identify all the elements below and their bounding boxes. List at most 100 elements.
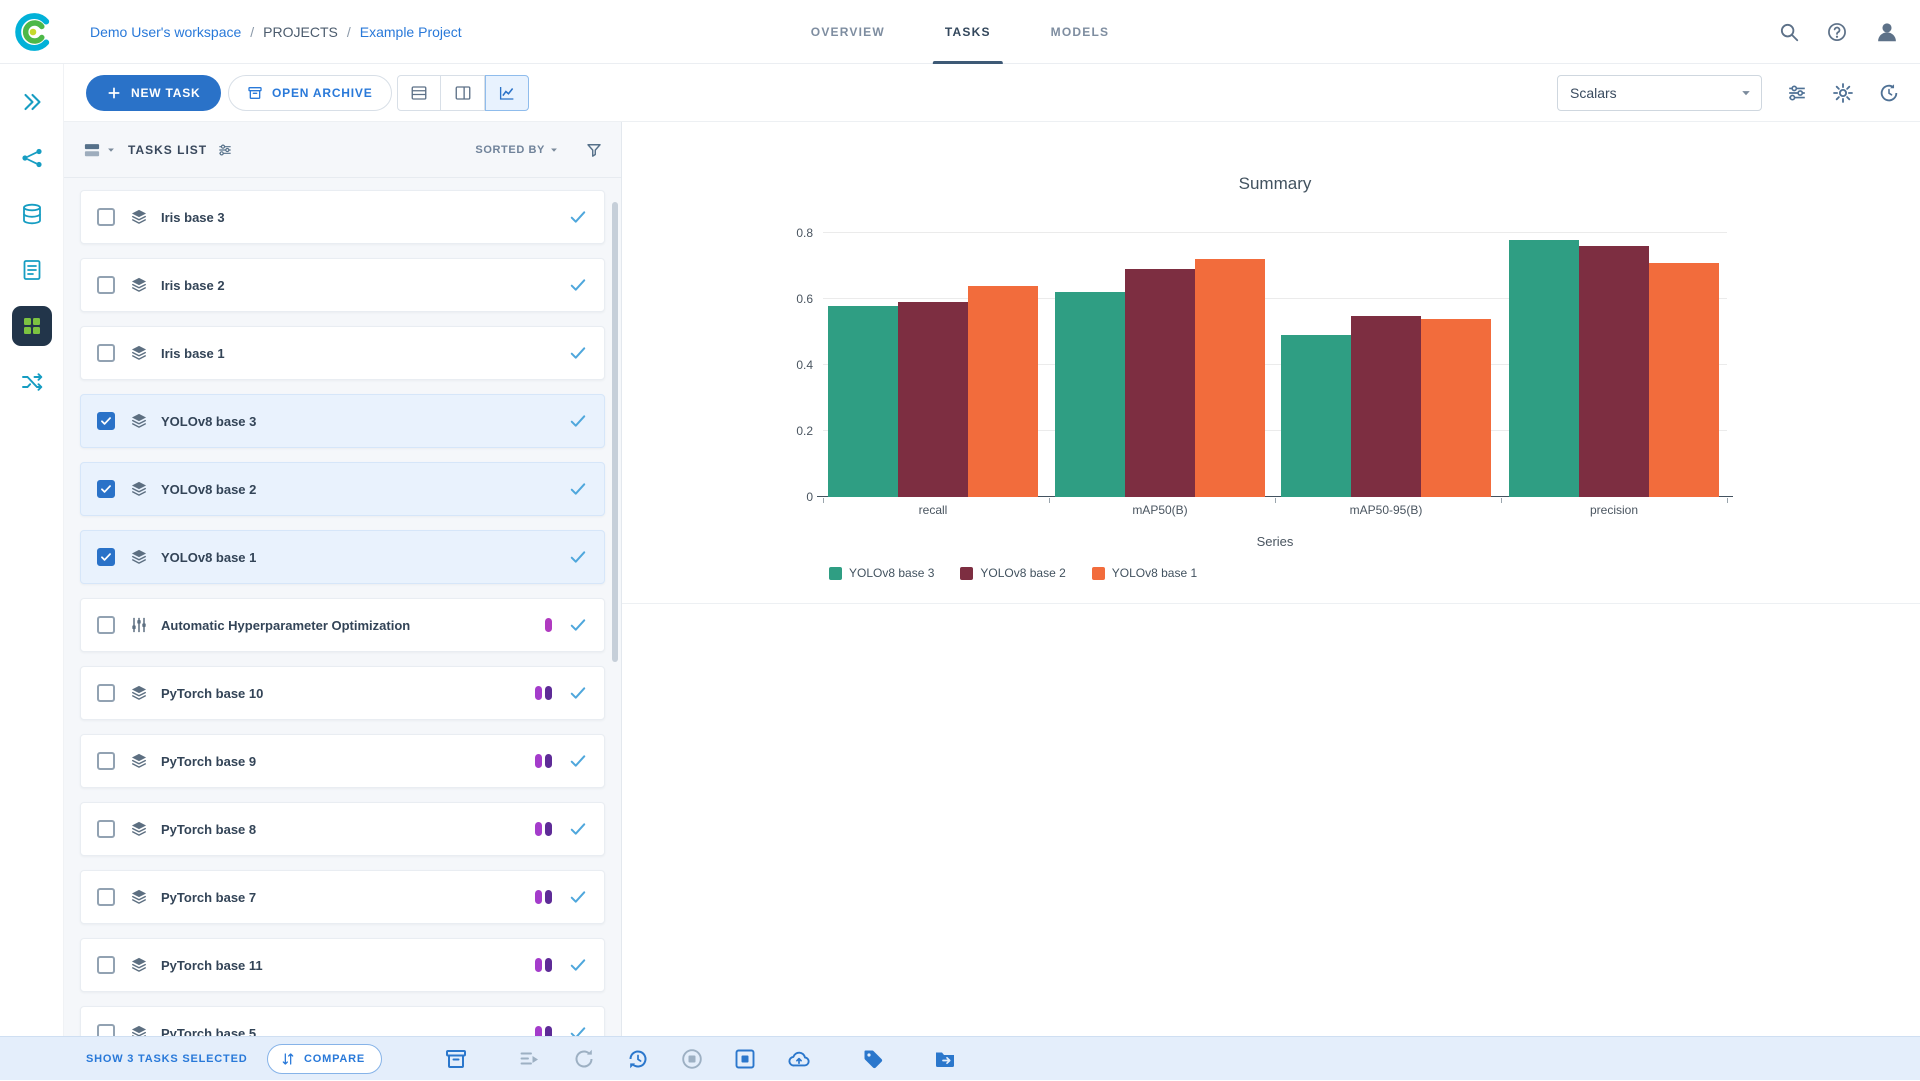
- chart-title: Summary: [1238, 174, 1312, 193]
- tag-dot: [535, 822, 542, 836]
- tab-models[interactable]: MODELS: [1050, 25, 1110, 39]
- task-checkbox[interactable]: [97, 616, 115, 634]
- auto-refresh-icon[interactable]: [1878, 82, 1900, 104]
- bar-yolov8-base-1-mAP50(B): [1195, 259, 1265, 497]
- open-archive-button[interactable]: OPEN ARCHIVE: [228, 75, 392, 111]
- sidebar-item-applications[interactable]: [11, 306, 52, 346]
- sorted-by-label[interactable]: SORTED BY: [475, 143, 545, 156]
- sidebar-item-projects[interactable]: [12, 82, 52, 122]
- legend-item[interactable]: YOLOv8 base 2: [960, 566, 1066, 580]
- abort-all-children-icon[interactable]: [733, 1047, 757, 1071]
- sidebar-item-workers[interactable]: [12, 362, 52, 402]
- task-checkbox[interactable]: [97, 684, 115, 702]
- experiment-icon: [129, 819, 149, 839]
- view-mode-chevron-icon[interactable]: [104, 143, 118, 157]
- legend-item[interactable]: YOLOv8 base 1: [1091, 566, 1197, 580]
- table-view-icon: [410, 84, 428, 102]
- task-row[interactable]: Automatic Hyperparameter Optimization: [80, 598, 605, 652]
- x-category-label: recall: [918, 503, 948, 517]
- view-mode-icon[interactable]: [82, 140, 102, 160]
- compare-button[interactable]: COMPARE: [267, 1044, 383, 1074]
- tune-icon[interactable]: [1786, 82, 1808, 104]
- task-checkbox[interactable]: [97, 276, 115, 294]
- task-row[interactable]: YOLOv8 base 1: [80, 530, 605, 584]
- completed-status-icon: [568, 819, 588, 839]
- task-row[interactable]: YOLOv8 base 2: [80, 462, 605, 516]
- task-name: Iris base 3: [161, 209, 225, 225]
- task-row[interactable]: PyTorch base 7: [80, 870, 605, 924]
- tag-dot: [535, 1026, 542, 1036]
- archive-icon: [247, 85, 263, 101]
- task-row-right: [535, 887, 588, 907]
- settings-gear-icon[interactable]: [1832, 82, 1854, 104]
- customize-columns-icon[interactable]: [217, 142, 233, 158]
- y-tick-label: 0.6: [796, 292, 813, 306]
- task-name: PyTorch base 11: [161, 957, 263, 973]
- table-view-button[interactable]: [397, 75, 441, 111]
- reset-icon[interactable]: [626, 1047, 650, 1071]
- experiment-icon: [129, 275, 149, 295]
- task-checkbox[interactable]: [97, 548, 115, 566]
- bar-yolov8-base-2-recall: [898, 302, 968, 497]
- plot-area[interactable]: 0 0.2 0.4 0.6 0.8: [796, 226, 1733, 504]
- task-row[interactable]: PyTorch base 10: [80, 666, 605, 720]
- publish-icon[interactable]: [787, 1047, 811, 1071]
- task-row[interactable]: Iris base 1: [80, 326, 605, 380]
- add-tag-icon[interactable]: [861, 1047, 885, 1071]
- sidebar-item-reports[interactable]: [12, 250, 52, 290]
- task-row[interactable]: PyTorch base 5: [80, 1006, 605, 1036]
- x-category-label: mAP50(B): [1132, 503, 1188, 517]
- task-row[interactable]: Iris base 2: [80, 258, 605, 312]
- bar-yolov8-base-1-mAP50-95(B): [1421, 318, 1491, 497]
- tab-overview[interactable]: OVERVIEW: [810, 25, 885, 39]
- filter-icon[interactable]: [585, 141, 603, 159]
- legend-item[interactable]: YOLOv8 base 3: [829, 566, 934, 580]
- task-name: Iris base 1: [161, 345, 225, 361]
- breadcrumb-projects[interactable]: PROJECTS: [263, 24, 338, 40]
- sidebar-item-datasets[interactable]: [12, 194, 52, 234]
- task-checkbox[interactable]: [97, 412, 115, 430]
- task-checkbox[interactable]: [97, 752, 115, 770]
- task-name: PyTorch base 10: [161, 685, 264, 701]
- task-row[interactable]: PyTorch base 11: [80, 938, 605, 992]
- task-row[interactable]: Iris base 3: [80, 190, 605, 244]
- task-checkbox[interactable]: [97, 888, 115, 906]
- clearml-logo[interactable]: [11, 10, 55, 54]
- task-checkbox[interactable]: [97, 208, 115, 226]
- profile-avatar[interactable]: [1874, 19, 1900, 45]
- optimization-icon: [129, 615, 149, 635]
- show-selected-label[interactable]: SHOW 3 TASKS SELECTED: [86, 1053, 248, 1065]
- tasks-scrollbar[interactable]: [612, 202, 618, 662]
- sort-chevron-icon[interactable]: [547, 143, 561, 157]
- search-icon[interactable]: [1778, 21, 1800, 43]
- workers-queues-icon: [20, 370, 44, 394]
- task-checkbox[interactable]: [97, 344, 115, 362]
- task-checkbox[interactable]: [97, 480, 115, 498]
- bar-yolov8-base-3-mAP50-95(B): [1281, 335, 1351, 497]
- task-checkbox[interactable]: [97, 820, 115, 838]
- bar-yolov8-base-3-recall: [828, 305, 898, 497]
- task-row[interactable]: YOLOv8 base 3: [80, 394, 605, 448]
- task-checkbox[interactable]: [97, 956, 115, 974]
- split-view-button[interactable]: [441, 75, 485, 111]
- move-to-project-icon[interactable]: [933, 1047, 957, 1071]
- tab-tasks[interactable]: TASKS: [915, 0, 1021, 64]
- task-checkbox[interactable]: [97, 1024, 115, 1036]
- task-row[interactable]: PyTorch base 9: [80, 734, 605, 788]
- experiment-icon: [129, 343, 149, 363]
- task-row[interactable]: PyTorch base 8: [80, 802, 605, 856]
- plus-icon: [106, 85, 122, 101]
- pipelines-icon: [20, 146, 44, 170]
- new-task-button[interactable]: NEW TASK: [86, 75, 221, 111]
- bar-yolov8-base-1-precision: [1649, 262, 1719, 497]
- chart-view-button[interactable]: [485, 75, 529, 111]
- breadcrumb-workspace[interactable]: Demo User's workspace: [90, 24, 242, 40]
- completed-status-icon: [568, 955, 588, 975]
- new-task-label: NEW TASK: [131, 86, 201, 100]
- archive-icon[interactable]: [444, 1047, 468, 1071]
- sidebar-item-pipelines[interactable]: [12, 138, 52, 178]
- metric-select[interactable]: Scalars: [1557, 75, 1762, 111]
- breadcrumb-project-name[interactable]: Example Project: [359, 24, 462, 40]
- help-icon[interactable]: [1826, 21, 1848, 43]
- task-row-right: [545, 615, 588, 635]
